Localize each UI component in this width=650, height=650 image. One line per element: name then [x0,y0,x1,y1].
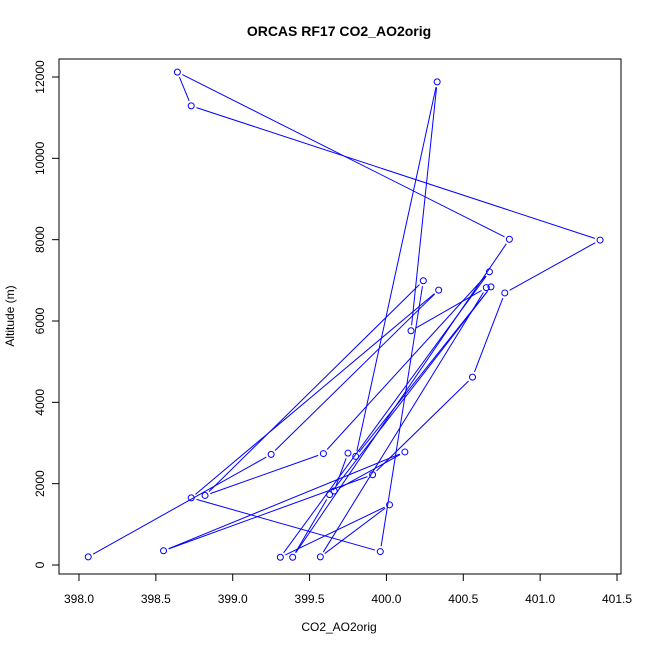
chart-title: ORCAS RF17 CO2_AO2orig [247,23,431,39]
data-point [173,68,181,76]
y-tick-label: 12000 [33,60,47,94]
x-tick-label: 400.0 [371,592,401,606]
data-point [487,283,495,291]
series-segment [326,275,487,450]
data-point [316,553,324,561]
data-point [369,471,377,479]
x-tick-label: 399.5 [295,592,325,606]
x-tick-label: 400.5 [448,592,478,606]
data-point [352,452,360,460]
series-segment [168,476,368,550]
series-segment [196,498,376,551]
y-tick-label: 6000 [33,307,47,334]
data-point [386,501,394,509]
data-point [485,268,493,276]
x-axis-label: CO2_AO2orig [301,620,376,634]
data-point [376,548,384,556]
series-segment [358,290,488,453]
series-segment [376,380,469,472]
data-point [160,547,168,555]
series-segment [380,286,423,547]
data-point [596,236,604,244]
y-axis-label: Altitude (m) [3,285,17,346]
data-point [326,491,334,499]
data-point [433,78,441,86]
data-point [344,449,352,457]
series-segment [210,454,319,495]
series-segment [509,242,596,291]
data-point [482,284,490,292]
series-segment [92,456,267,555]
data-point [505,235,513,243]
series-segment [322,292,484,553]
series-segment [474,297,504,373]
y-tick-label: 0 [33,561,47,568]
x-tick-label: 401.0 [525,592,555,606]
series-segment [356,87,437,452]
data-point [469,373,477,381]
x-tick-label: 398.0 [64,592,94,606]
data-point [84,553,92,561]
series-segment [285,506,385,556]
y-tick-label: 2000 [33,470,47,497]
series-segment [274,293,436,451]
series-segment [179,77,190,101]
data-point [419,277,427,285]
series-segment [295,499,328,553]
data-point [201,491,209,499]
data-point [187,102,195,110]
series-segment [332,290,488,491]
data-point [267,450,275,458]
y-tick-label: 8000 [33,226,47,253]
y-tick-label: 4000 [33,389,47,416]
data-point [501,289,509,297]
series-segment [324,507,386,554]
y-axis: 0 2000 4000 6000 8000 10000 12000 [33,60,60,568]
data-point [407,327,415,335]
data-point [289,553,297,561]
x-axis: 398.0 398.5 399.0 399.5 400.0 400.5 401.0 401.5 [64,573,632,606]
series-segment [196,107,596,239]
series-segment [335,458,347,486]
data-point [276,553,284,561]
series-layer [84,68,604,561]
plot-frame [58,58,622,575]
data-point [187,494,195,502]
series-segment [411,87,438,326]
series-segment [295,243,507,554]
data-point [330,487,338,495]
series-segment [338,454,401,489]
data-point [401,448,409,456]
series-segment [168,453,400,550]
y-tick-label: 10000 [33,141,47,175]
data-point [319,450,327,458]
x-tick-label: 399.0 [218,592,248,606]
data-point [435,286,443,294]
series-segment [208,284,420,492]
series-segment [415,289,482,329]
series-segment [195,293,435,495]
x-tick-label: 401.5 [602,592,632,606]
x-tick-label: 398.5 [141,592,171,606]
